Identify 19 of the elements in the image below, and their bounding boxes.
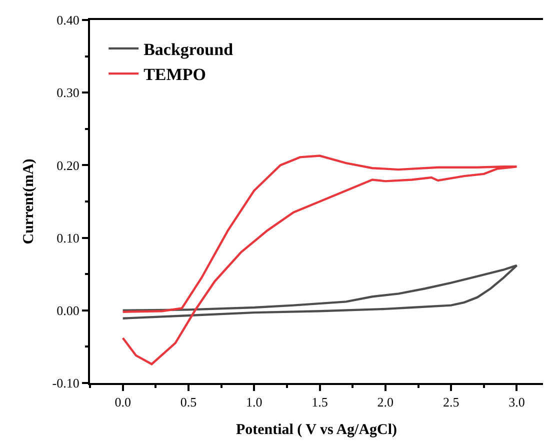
legend-label: Background xyxy=(144,40,234,60)
x-tick-label: 0.5 xyxy=(180,394,197,410)
x-tick-label: 0.0 xyxy=(114,394,131,410)
x-tick-label: 1.0 xyxy=(246,394,262,410)
x-tick-label: 1.5 xyxy=(312,394,328,410)
x-tick-label: 3.0 xyxy=(508,394,525,410)
line-series xyxy=(122,154,518,366)
x-tick-label: 2.5 xyxy=(442,394,460,410)
legend-label: TEMPO xyxy=(144,65,206,84)
y-axis-title: Current(mA) xyxy=(21,158,38,244)
y-tick-label: 0.10 xyxy=(56,230,80,246)
y-tick-label: 0.20 xyxy=(56,158,80,173)
x-axis-title: Potential ( V vs Ag/AgCl) xyxy=(236,422,398,438)
x-tick-label: 2.0 xyxy=(377,394,394,410)
y-tick-label: 0.00 xyxy=(56,302,80,318)
y-tick-label: 0.30 xyxy=(56,85,80,100)
y-tick-label: 0.40 xyxy=(56,12,80,28)
y-tick-label: -0.10 xyxy=(52,376,80,391)
line-series xyxy=(122,264,518,320)
